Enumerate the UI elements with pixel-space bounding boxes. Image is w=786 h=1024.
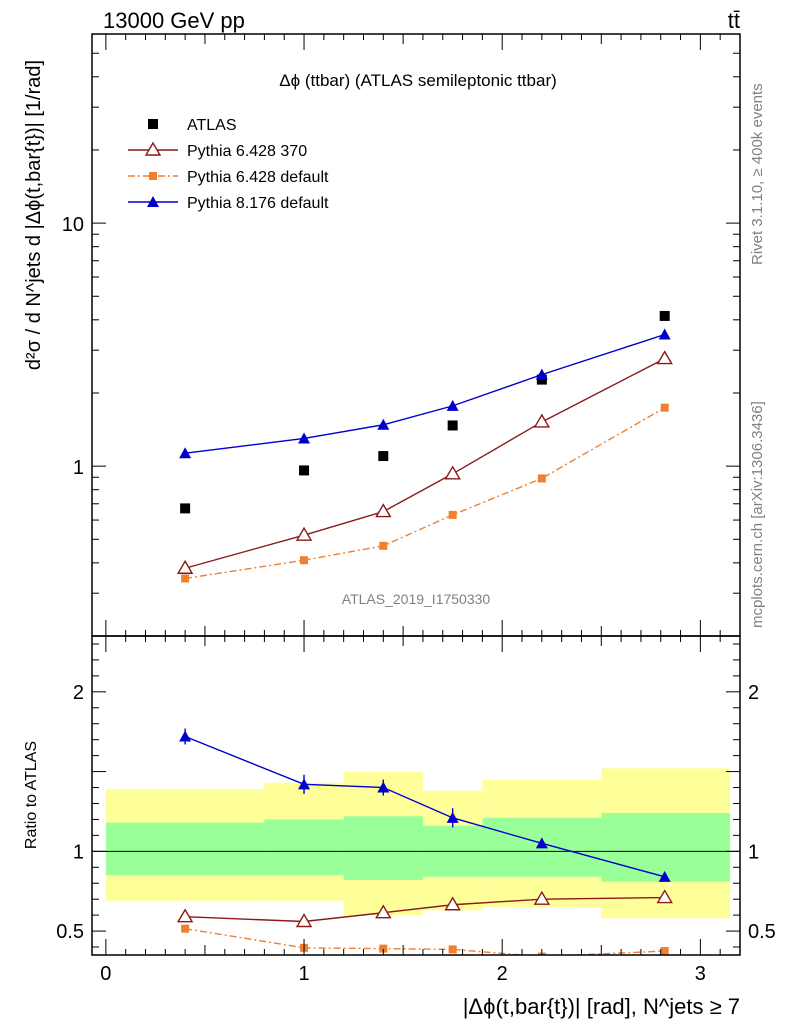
legend-label-0: ATLAS bbox=[187, 117, 237, 134]
main-point-1-5 bbox=[656, 350, 673, 365]
rivet-label: Rivet 3.1.10, ≥ 400k events bbox=[749, 83, 766, 265]
main-line-1 bbox=[184, 357, 666, 569]
main-point-0-2 bbox=[378, 451, 389, 462]
main-ytick-label-1: 10 bbox=[62, 214, 84, 236]
main-point-1-3 bbox=[444, 465, 461, 480]
ratio-ytick-label-left-1: 1 bbox=[73, 841, 84, 863]
main-point-1-4 bbox=[533, 413, 551, 428]
main-point-3-0 bbox=[179, 447, 192, 459]
ratio-point-2-5 bbox=[658, 870, 671, 882]
main-line-2 bbox=[185, 407, 666, 580]
ratio-ytick-label-left-0: 0.5 bbox=[56, 921, 84, 943]
ratio-point-1-3 bbox=[448, 945, 457, 954]
ratio-point-1-0 bbox=[181, 924, 190, 933]
ratio-point-2-2 bbox=[377, 781, 390, 793]
legend-marker-2 bbox=[149, 172, 157, 180]
ratio-ylabel: Ratio to ATLAS bbox=[23, 741, 40, 849]
main-point-1-2 bbox=[375, 503, 392, 518]
legend: ATLAS Pythia 6.428 370 Pythia 6.428 defaul… bbox=[128, 117, 329, 212]
ratio-ytick-label-right-0: 0.5 bbox=[748, 921, 776, 943]
ratio-point-0-0 bbox=[176, 908, 194, 923]
main-series-1 bbox=[176, 350, 673, 574]
axes: 1 10 0.5 0.5 1 1 2 2 0 1 2 3 bbox=[56, 33, 776, 985]
main-series-3 bbox=[179, 328, 671, 459]
legend-label-3: Pythia 8.176 default bbox=[187, 195, 329, 212]
legend-entry-3: Pythia 8.176 default bbox=[128, 195, 329, 212]
ratio-band-green-2 bbox=[343, 816, 423, 881]
main-series-2 bbox=[181, 403, 669, 583]
main-point-2-3 bbox=[448, 510, 457, 519]
xtick-label-0: 0 bbox=[100, 963, 111, 985]
ratio-frame bbox=[91, 635, 741, 956]
main-ytick-label-0: 1 bbox=[73, 457, 84, 479]
main-point-1-0 bbox=[176, 559, 194, 574]
ratio-ytick-label-left-2: 2 bbox=[73, 682, 84, 704]
legend-entry-2: Pythia 6.428 default bbox=[128, 169, 329, 186]
main-point-3-3 bbox=[446, 399, 459, 411]
ratio-point-2-4 bbox=[535, 837, 548, 849]
legend-entry-1: Pythia 6.428 370 bbox=[128, 141, 307, 160]
ratio-band-green-1 bbox=[264, 819, 344, 876]
ratio-point-2-1 bbox=[298, 778, 311, 790]
ratio-point-0-1 bbox=[295, 913, 313, 928]
main-panel bbox=[176, 310, 673, 583]
ratio-point-2-0 bbox=[179, 730, 192, 742]
legend-marker-3 bbox=[147, 196, 159, 207]
ratio-panel bbox=[176, 728, 673, 955]
ratio-series-2 bbox=[179, 728, 671, 882]
main-ylabel: d²σ / d N^jets d |Δϕ(t,bar{t})| [1/rad] bbox=[23, 60, 45, 370]
main-point-0-5 bbox=[659, 310, 670, 321]
ratio-ytick-label-right-2: 2 bbox=[748, 682, 759, 704]
ratio-bands bbox=[92, 768, 740, 919]
ratio-band-green-5 bbox=[601, 813, 731, 882]
ratio-band-green-0 bbox=[105, 822, 265, 876]
main-point-3-1 bbox=[298, 432, 311, 444]
ratio-line-2 bbox=[184, 735, 665, 878]
main-point-2-2 bbox=[379, 541, 388, 550]
ratio-series-0 bbox=[176, 889, 673, 928]
main-point-2-5 bbox=[660, 403, 669, 412]
main-point-2-4 bbox=[537, 474, 546, 483]
analysis-watermark: ATLAS_2019_I1750330 bbox=[342, 591, 491, 607]
xtick-label-1: 1 bbox=[298, 963, 309, 985]
main-point-1-1 bbox=[295, 526, 313, 541]
legend-label-1: Pythia 6.428 370 bbox=[187, 143, 307, 160]
header-process-label: tt̄ bbox=[728, 8, 740, 33]
main-point-0-1 bbox=[299, 465, 310, 476]
main-point-3-5 bbox=[658, 328, 671, 340]
header-energy-label: 13000 GeV pp bbox=[103, 8, 245, 33]
legend-label-2: Pythia 6.428 default bbox=[187, 169, 329, 186]
main-series-0 bbox=[180, 310, 670, 514]
ratio-point-0-4 bbox=[533, 890, 551, 905]
legend-entry-0: ATLAS bbox=[148, 117, 237, 134]
xtick-label-2: 2 bbox=[497, 963, 508, 985]
ratio-point-0-5 bbox=[656, 889, 673, 904]
chart-title: Δϕ (ttbar) (ATLAS semileptonic ttbar) bbox=[279, 71, 557, 90]
ratio-point-2-3 bbox=[446, 811, 459, 823]
xtick-label-3: 3 bbox=[695, 963, 706, 985]
main-point-0-3 bbox=[447, 420, 458, 431]
legend-marker-1 bbox=[144, 141, 162, 156]
main-point-3-4 bbox=[535, 368, 548, 380]
main-point-2-0 bbox=[181, 574, 190, 583]
ratio-point-1-5 bbox=[660, 947, 669, 955]
legend-marker-0 bbox=[148, 119, 158, 129]
mcplots-label: mcplots.cern.ch [arXiv:1306.3436] bbox=[749, 401, 766, 628]
main-point-3-2 bbox=[377, 418, 390, 430]
ratio-point-1-2 bbox=[379, 944, 388, 953]
ratio-point-0-3 bbox=[444, 896, 461, 911]
main-line-3 bbox=[185, 333, 665, 454]
main-point-2-1 bbox=[300, 556, 309, 565]
ratio-line-1 bbox=[185, 927, 665, 955]
main-point-0-0 bbox=[180, 503, 191, 514]
x-axis-title: |Δϕ(t,bar{t})| [rad], N^jets ≥ 7 bbox=[463, 994, 740, 1019]
ratio-point-0-2 bbox=[375, 904, 392, 919]
ratio-line-0 bbox=[185, 896, 665, 923]
ratio-ytick-label-right-1: 1 bbox=[748, 841, 759, 863]
